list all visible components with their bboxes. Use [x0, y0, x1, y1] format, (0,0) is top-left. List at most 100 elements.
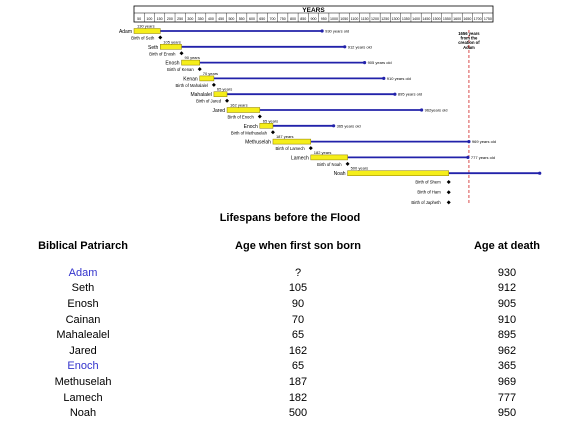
x-tick-label: 1750	[484, 17, 492, 21]
death-age-cell: 895	[497, 329, 517, 342]
patriarch-name: Kenan	[183, 76, 198, 82]
death-endpoint	[420, 108, 424, 112]
patriarch-name: Enosh	[165, 61, 179, 67]
patriarch-name-cell: Seth	[71, 282, 95, 295]
first-son-bar	[213, 91, 228, 97]
flood-label: from the	[461, 36, 478, 41]
birth-label: Birth of Noah	[317, 162, 342, 167]
patriarch-name: Adam	[119, 29, 132, 35]
table-row: Cainan 70 910	[8, 312, 576, 328]
first-son-age-label: 90 years	[185, 55, 200, 60]
death-age-label: 777 years old	[471, 155, 495, 160]
x-tick-label: 750	[280, 17, 286, 21]
patriarch-timeline-chart: YEARS 50 100 150 200 250 300 350 400 450 500 550 600…	[119, 5, 542, 205]
flood-label: 1656 years	[458, 31, 480, 36]
header-first-son: Age when first son born	[235, 240, 361, 252]
first-son-bar	[259, 123, 274, 129]
x-tick-label: 1200	[371, 17, 379, 21]
death-endpoint	[343, 45, 347, 49]
death-age-cell: 962	[497, 344, 517, 357]
first-son-age-cell: 70	[291, 313, 305, 326]
lifespan-table: Biblical Patriarch Age when first son bo…	[8, 236, 576, 421]
death-endpoint	[466, 155, 470, 159]
death-age-label: 969 years old	[472, 139, 496, 144]
first-son-bar	[347, 170, 449, 176]
patriarch-name: Jared	[213, 108, 226, 114]
patriarch-name: Lamech	[291, 155, 309, 161]
x-tick-label: 350	[198, 17, 204, 21]
noah-son-birth-label: Birth of Ham	[417, 190, 441, 195]
birth-label: Birth of Enoch	[227, 115, 254, 120]
flood-label: Adam	[463, 45, 475, 50]
patriarch-name-cell: Jared	[69, 344, 97, 357]
patriarch-name-cell[interactable]: Enoch	[67, 360, 99, 373]
birth-label: Birth of Lamech	[275, 146, 305, 151]
first-son-age-cell: 182	[288, 391, 308, 404]
patriarch-name-cell: Methuselah	[54, 375, 112, 388]
death-endpoint	[320, 29, 324, 33]
x-tick-label: 1300	[392, 17, 400, 21]
first-son-bar	[181, 59, 200, 66]
x-tick-label: 850	[300, 17, 306, 21]
first-son-age-label: 182 years	[314, 150, 332, 155]
x-tick-label: 650	[259, 17, 265, 21]
x-tick-label: 1250	[381, 17, 389, 21]
x-tick-label: 900	[311, 17, 317, 21]
noah-son-birth-label: Birth of Shem	[415, 180, 441, 185]
birth-diamond	[308, 146, 313, 151]
table-row: Lamech 182 777	[8, 390, 576, 406]
death-age-cell: 910	[497, 313, 517, 326]
birth-diamond	[257, 114, 262, 119]
birth-label: Birth of Enosh	[149, 51, 176, 56]
first-son-age-cell: 65	[291, 329, 305, 342]
death-age-label: 905 years old	[368, 60, 392, 65]
patriarch-name: Methuselah	[245, 140, 271, 146]
first-son-age-cell: 162	[288, 344, 308, 357]
death-age-cell: 777	[497, 391, 517, 404]
x-tick-label: 1150	[361, 17, 369, 21]
x-tick-label: 300	[187, 17, 193, 21]
x-tick-label: 1100	[351, 17, 359, 21]
x-tick-label: 200	[167, 17, 173, 21]
death-age-cell: 969	[497, 375, 517, 388]
first-son-age-cell: ?	[294, 266, 302, 279]
birth-label: Birth of Methuselah	[231, 130, 268, 135]
x-tick-label: 50	[137, 17, 141, 21]
table-row: Enosh 90 905	[8, 296, 576, 312]
table-row: Noah 500 950	[8, 405, 576, 421]
first-son-bar	[272, 138, 312, 145]
death-endpoint	[382, 76, 386, 80]
patriarch-name-cell: Lamech	[63, 391, 103, 404]
birth-diamond	[158, 35, 163, 40]
death-age-cell: 930	[497, 266, 517, 279]
patriarch-name-cell[interactable]: Adam	[68, 266, 98, 279]
first-son-age-label: 187 years	[276, 134, 294, 139]
death-age-label: 912 years old	[348, 44, 372, 49]
first-son-age-cell: 90	[291, 297, 305, 310]
birth-diamond	[270, 130, 275, 135]
x-tick-label: 1350	[402, 17, 410, 21]
x-tick-label: 1050	[340, 17, 348, 21]
patriarch-name: Noah	[334, 171, 346, 177]
x-tick-label: 400	[208, 17, 214, 21]
x-tick-label: 950	[321, 17, 327, 21]
axis-box	[133, 5, 494, 23]
x-tick-label: 1550	[443, 17, 451, 21]
patriarch-name-cell: Noah	[69, 407, 97, 420]
death-age-cell: 950	[497, 407, 517, 420]
x-tick-label: 1650	[463, 17, 471, 21]
birth-diamond	[345, 161, 350, 166]
death-age-label: 365 years old	[337, 123, 361, 128]
table-row: Adam? 930	[8, 265, 576, 281]
x-tick-label: 250	[177, 17, 183, 21]
x-tick-label: 800	[290, 17, 296, 21]
birth-diamond	[179, 51, 184, 56]
noah-son-diamond	[446, 200, 451, 205]
birth-label: Birth of Seth	[131, 36, 155, 41]
x-tick-label: 550	[239, 17, 245, 21]
first-son-age-label: 65 years	[217, 87, 232, 92]
table-title: Lifespans before the Flood	[219, 212, 361, 224]
x-tick-label: 500	[228, 17, 234, 21]
header-patriarch: Biblical Patriarch	[38, 240, 128, 252]
first-son-bar	[199, 75, 215, 82]
